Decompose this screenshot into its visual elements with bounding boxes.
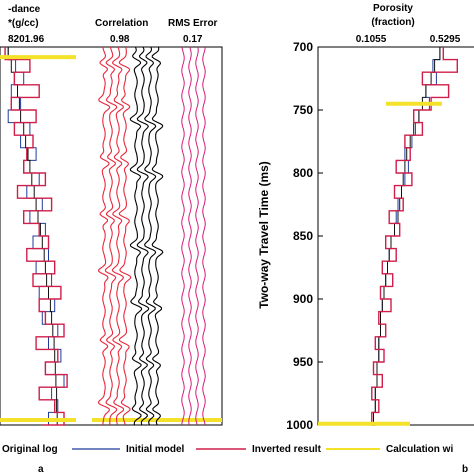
impedance-series-inverted <box>4 47 68 426</box>
correlation-trace-black-1 <box>136 46 150 426</box>
legend-label-initial: Initial model <box>126 444 185 455</box>
porosity-unit: (fraction) <box>371 17 414 28</box>
panel-a: -dance *(g/cc) 8201.96 Correlation 0.98 … <box>0 4 223 474</box>
porosity-title: Porosity <box>373 3 413 14</box>
y-tick-label-850: 850 <box>293 229 313 243</box>
correlation-title: Correlation <box>95 18 148 29</box>
rms-error-value: 0.17 <box>183 34 203 45</box>
y-tick-label-800: 800 <box>293 166 313 180</box>
panel-a-traces <box>0 46 222 426</box>
y-axis-label: Two-way Travel Time (ms) <box>257 161 271 309</box>
y-tick-label-950: 950 <box>293 355 313 369</box>
y-tick-label-1000: 1000 <box>286 418 313 432</box>
y-tick-label-750: 750 <box>293 103 313 117</box>
rms-trace-3 <box>202 46 206 426</box>
correlation-trace-red-3 <box>118 46 132 426</box>
correlation-trace-black-3 <box>151 46 164 426</box>
legend-label-calculation: Calculation wi <box>386 444 453 455</box>
correlation-trace-black-0 <box>129 46 143 426</box>
impedance-track-unit: *(g/cc) <box>8 18 39 29</box>
panel-a-frame <box>0 46 223 426</box>
legend-label-inverted: Inverted result <box>252 444 322 455</box>
rms-trace-2 <box>195 46 199 426</box>
panel-label-b: b <box>462 464 468 474</box>
correlation-trace-red-0 <box>97 46 111 426</box>
correlation-trace-red-2 <box>111 46 125 426</box>
y-axis-ticks: 700 750 800 850 900 950 1000 <box>286 40 323 432</box>
impedance-max-label: 8201.96 <box>8 34 45 45</box>
panel-label-a: a <box>38 464 44 474</box>
panel-b-traces <box>318 47 458 426</box>
correlation-trace-red-1 <box>104 46 118 426</box>
rms-error-title: RMS Error <box>168 18 218 29</box>
rms-trace-0 <box>181 46 185 426</box>
correlation-value: 0.98 <box>110 34 130 45</box>
rms-trace-1 <box>188 46 192 426</box>
porosity-xmin-label: 0.1055 <box>356 34 387 45</box>
legend-label-original: Original log <box>2 444 58 455</box>
y-tick-label-700: 700 <box>293 40 313 54</box>
correlation-trace-black-2 <box>143 46 157 426</box>
panel-b: Porosity (fraction) 0.1055 0.5295 Two-wa… <box>257 3 474 474</box>
porosity-series-inverted <box>371 47 458 426</box>
porosity-xmax-label: 0.5295 <box>430 34 461 45</box>
impedance-track-title: -dance <box>8 4 41 15</box>
y-tick-label-900: 900 <box>293 292 313 306</box>
legend: Original log Initial model Inverted resu… <box>2 444 453 455</box>
